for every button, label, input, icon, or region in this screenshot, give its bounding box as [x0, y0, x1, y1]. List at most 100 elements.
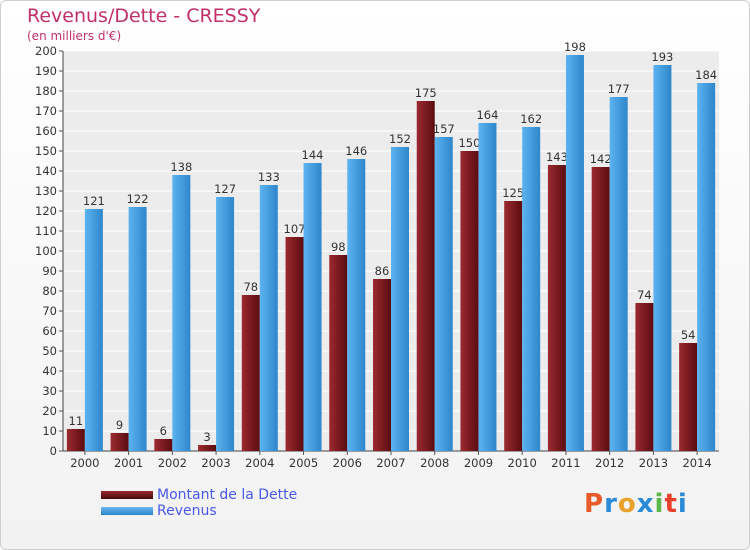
x-tick-label: 2014	[682, 456, 711, 470]
y-tick-label: 200	[35, 44, 57, 58]
bar-revenus	[609, 97, 628, 451]
bar-revenus	[172, 175, 191, 451]
bar-revenus	[259, 185, 278, 451]
data-label-dette: 78	[243, 280, 258, 294]
data-label-revenus: 193	[651, 50, 673, 64]
y-tick-label: 130	[35, 184, 57, 198]
y-tick-label: 90	[42, 264, 57, 278]
y-tick-label: 0	[50, 444, 57, 458]
x-tick-label: 2006	[333, 456, 362, 470]
bar-dette	[373, 279, 391, 451]
bar-dette	[154, 439, 173, 451]
bar-revenus	[303, 163, 322, 451]
data-label-revenus: 152	[389, 132, 411, 146]
bar-dette	[198, 445, 217, 451]
y-tick-label: 10	[42, 424, 57, 438]
data-label-dette: 143	[546, 150, 568, 164]
bar-revenus	[565, 55, 584, 451]
y-tick-label: 100	[35, 244, 57, 258]
y-tick-label: 110	[35, 224, 57, 238]
x-tick-label: 2002	[158, 456, 187, 470]
x-tick-label: 2010	[508, 456, 537, 470]
data-label-revenus: 121	[83, 194, 105, 208]
bar-revenus	[84, 209, 103, 451]
data-label-dette: 9	[116, 418, 123, 432]
legend-item-revenus: Revenus	[101, 503, 297, 519]
logo-letter: i	[654, 489, 665, 519]
x-tick-label: 2003	[201, 456, 230, 470]
data-label-revenus: 138	[170, 160, 192, 174]
y-tick-label: 80	[42, 284, 57, 298]
data-label-dette: 98	[331, 240, 346, 254]
y-tick-label: 140	[35, 164, 57, 178]
x-tick-label: 2004	[245, 456, 274, 470]
bar-dette	[285, 237, 304, 451]
bar-dette	[110, 433, 129, 451]
logo-letter: t	[664, 489, 678, 519]
data-label-dette: 107	[284, 222, 306, 236]
data-label-dette: 86	[375, 264, 390, 278]
data-label-revenus: 164	[476, 108, 498, 122]
data-label-revenus: 144	[302, 148, 324, 162]
data-label-revenus: 162	[520, 112, 542, 126]
chart-title: Revenus/Dette - CRESSY	[27, 5, 261, 27]
data-label-dette: 125	[502, 186, 524, 200]
x-tick-label: 2000	[70, 456, 99, 470]
y-tick-label: 70	[42, 304, 57, 318]
data-label-dette: 3	[203, 430, 210, 444]
proxiti-logo: Proxiti	[584, 489, 688, 519]
bar-revenus	[128, 207, 147, 451]
bar-revenus	[216, 197, 235, 451]
data-label-dette: 6	[160, 424, 167, 438]
logo-letter: i	[677, 489, 688, 519]
chart-subtitle: (en milliers d'€)	[27, 29, 122, 43]
data-label-revenus: 127	[214, 182, 236, 196]
bar-dette	[241, 295, 260, 451]
bar-revenus	[391, 147, 409, 451]
bar-dette	[679, 343, 698, 451]
bar-revenus	[697, 83, 716, 451]
bar-dette	[635, 303, 654, 451]
data-label-revenus: 198	[564, 40, 586, 54]
data-label-revenus: 133	[258, 170, 280, 184]
data-label-dette: 54	[681, 328, 696, 342]
logo-letter: o	[617, 489, 637, 519]
logo-letter: x	[636, 489, 655, 519]
data-label-dette: 11	[69, 414, 84, 428]
data-label-revenus: 122	[127, 192, 149, 206]
legend-swatch-revenus	[101, 507, 153, 515]
x-tick-label: 2005	[289, 456, 318, 470]
y-tick-label: 170	[35, 104, 57, 118]
bar-dette	[416, 101, 435, 451]
data-label-dette: 74	[637, 288, 652, 302]
x-tick-label: 2012	[595, 456, 624, 470]
bar-dette	[504, 201, 523, 451]
x-tick-label: 2001	[114, 456, 143, 470]
legend-swatch-dette	[101, 491, 153, 499]
data-label-revenus: 157	[433, 122, 455, 136]
logo-letter: r	[604, 489, 618, 519]
bar-dette	[460, 151, 479, 451]
y-tick-label: 30	[42, 384, 57, 398]
x-tick-label: 2007	[376, 456, 405, 470]
x-tick-label: 2008	[420, 456, 449, 470]
y-tick-label: 180	[35, 84, 57, 98]
bar-revenus	[347, 159, 366, 451]
y-tick-label: 160	[35, 124, 57, 138]
y-tick-label: 40	[42, 364, 57, 378]
legend-item-dette: Montant de la Dette	[101, 487, 297, 503]
y-tick-label: 60	[42, 324, 57, 338]
y-tick-label: 120	[35, 204, 57, 218]
bar-revenus	[653, 65, 672, 451]
x-tick-label: 2013	[639, 456, 668, 470]
y-tick-label: 190	[35, 64, 57, 78]
legend-label-revenus: Revenus	[157, 503, 217, 519]
data-label-dette: 150	[458, 136, 480, 150]
data-label-dette: 175	[415, 86, 437, 100]
data-label-dette: 142	[590, 152, 612, 166]
bar-revenus	[434, 137, 453, 451]
y-tick-label: 50	[42, 344, 57, 358]
data-label-revenus: 177	[608, 82, 630, 96]
